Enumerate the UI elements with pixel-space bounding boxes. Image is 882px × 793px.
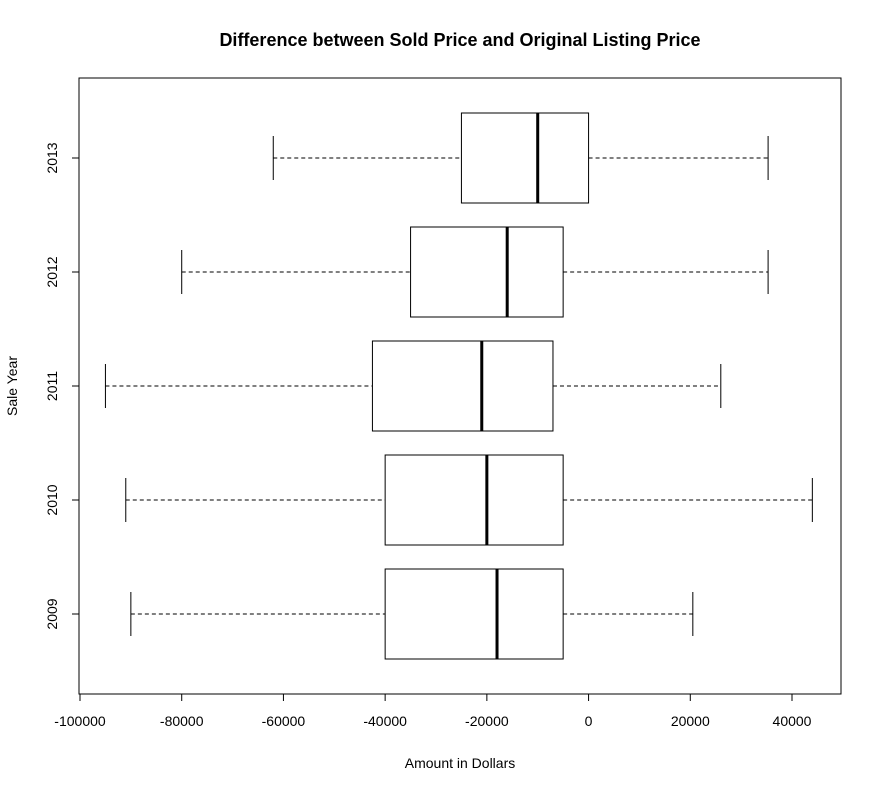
- x-tick-label: -100000: [54, 713, 106, 729]
- iqr-box-2013: [460, 112, 590, 204]
- box-2013: [272, 112, 769, 204]
- box-2011: [104, 340, 722, 432]
- x-tick-label: 20000: [671, 713, 710, 729]
- y-axis: 2009 2010 2011 2012 2013: [44, 142, 80, 630]
- y-tick-label: 2009: [44, 598, 60, 629]
- chart-title: Difference between Sold Price and Origin…: [219, 30, 700, 50]
- x-tick-label: -20000: [465, 713, 509, 729]
- x-tick-label: -40000: [363, 713, 407, 729]
- y-tick-label: 2012: [44, 256, 60, 287]
- x-axis: -100000 -80000 -60000 -40000 -20000 0 20000 400…: [54, 693, 812, 729]
- y-axis-label: Sale Year: [4, 356, 20, 416]
- box-2012: [181, 226, 769, 318]
- y-tick-label: 2011: [44, 371, 60, 401]
- x-tick-label: -80000: [160, 713, 204, 729]
- plot-marks: [104, 112, 813, 660]
- x-axis-label: Amount in Dollars: [405, 755, 516, 771]
- x-tick-label: 0: [585, 713, 593, 729]
- iqr-box-2009: [384, 568, 564, 660]
- y-tick-label: 2013: [44, 142, 60, 173]
- box-2009: [130, 568, 694, 660]
- iqr-box-2012: [410, 226, 564, 318]
- box-2010: [125, 454, 813, 546]
- x-tick-label: 40000: [773, 713, 812, 729]
- y-tick-label: 2010: [44, 484, 60, 515]
- x-tick-label: -60000: [262, 713, 306, 729]
- iqr-box-2011: [371, 340, 554, 432]
- iqr-box-2010: [384, 454, 564, 546]
